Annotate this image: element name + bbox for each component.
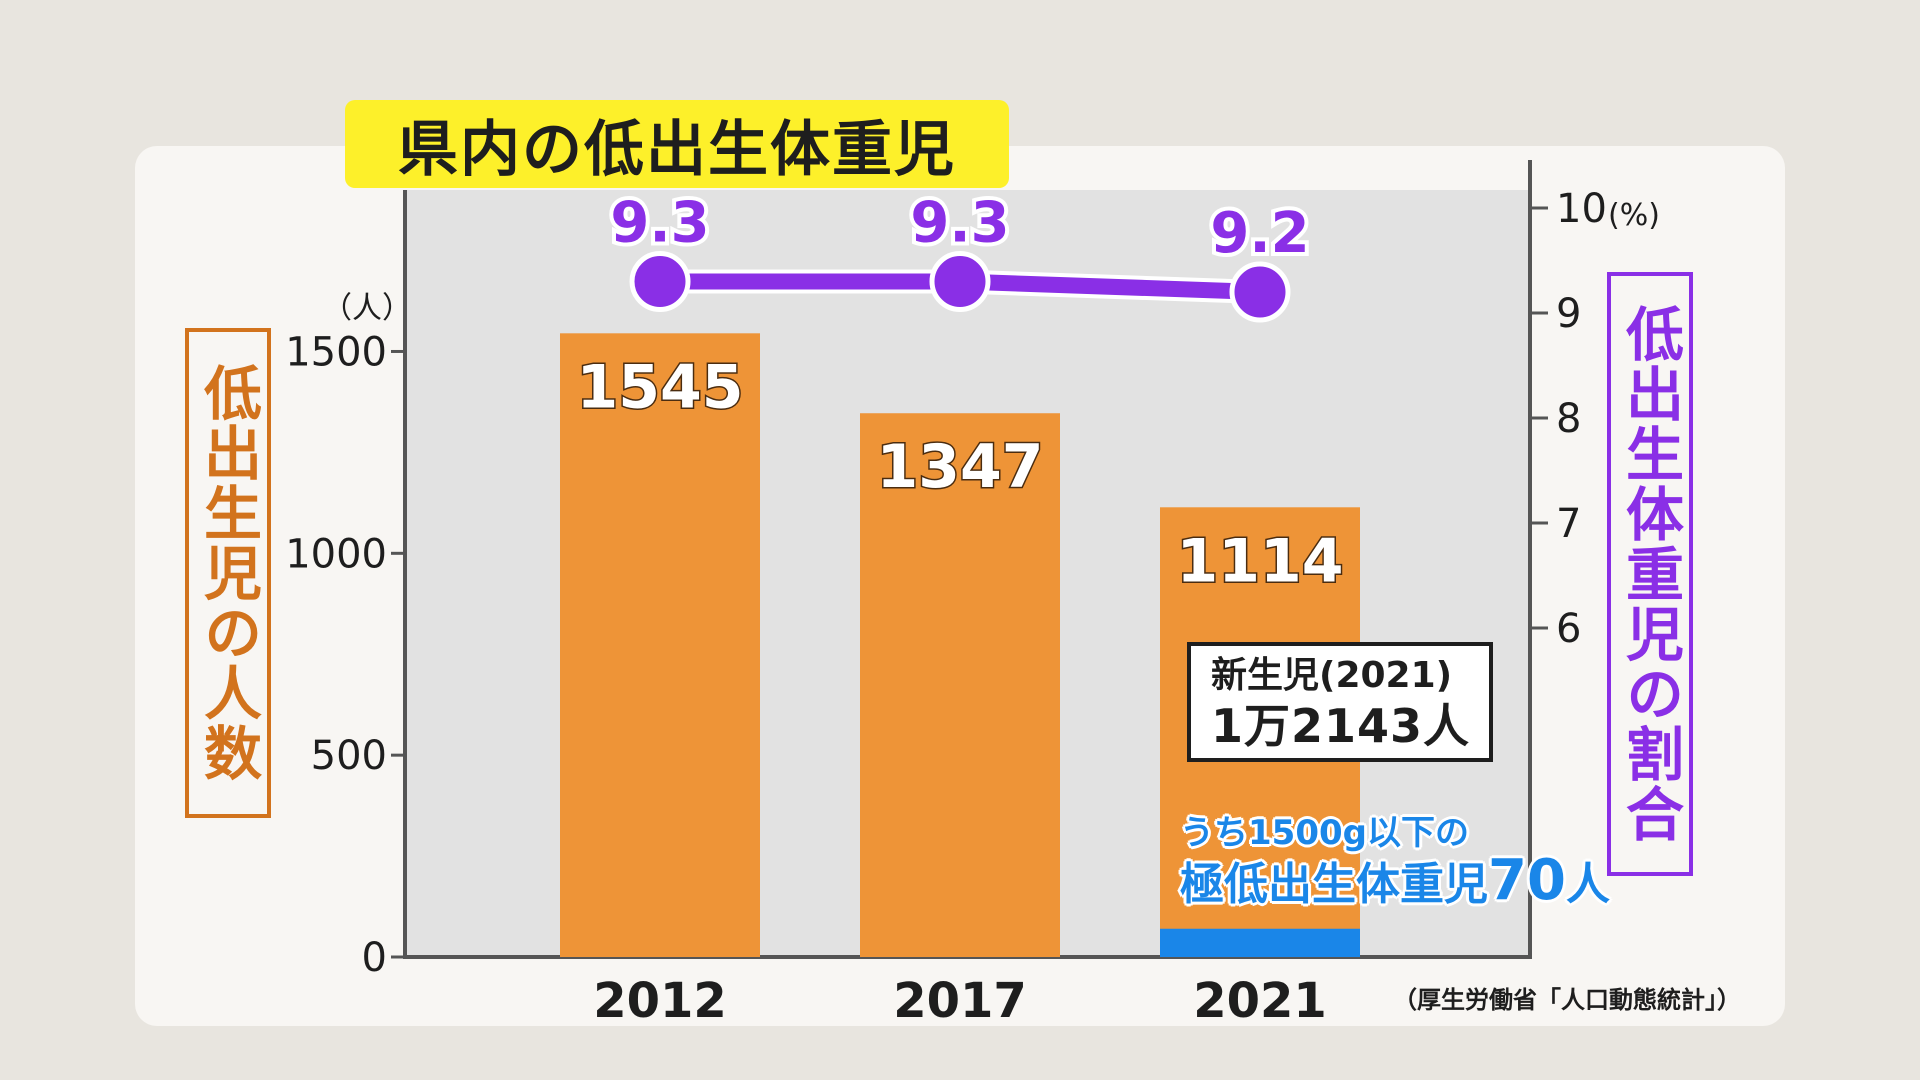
line-data-label: 9.3 bbox=[610, 191, 709, 256]
line-point bbox=[1229, 261, 1291, 323]
right-axis-label: 低出生体重児の割合 bbox=[1607, 272, 1693, 876]
line-data-label: 9.3 bbox=[910, 191, 1009, 256]
left-tick-label: 500 bbox=[311, 733, 387, 779]
vlbw-line1: うち1500g以下の bbox=[1180, 813, 1469, 853]
x-tick-label: 2012 bbox=[593, 973, 727, 1029]
left-axis-unit: （人） bbox=[322, 291, 412, 326]
bar-data-label: 1545 bbox=[577, 352, 744, 422]
newborn-count-box: 新生児(2021) 1万2143人 bbox=[1187, 642, 1493, 762]
bar bbox=[860, 413, 1060, 957]
vlbw-unit: 人 bbox=[1565, 859, 1610, 910]
vlbw-label: 極低出生体重児 bbox=[1180, 859, 1488, 910]
right-tick-label: 7 bbox=[1556, 501, 1581, 547]
left-tick-label: 1000 bbox=[285, 531, 387, 577]
line-point bbox=[929, 251, 991, 312]
right-tick-label: 9 bbox=[1556, 291, 1581, 337]
right-tick-label: 10 bbox=[1556, 186, 1607, 232]
right-tick-label: 8 bbox=[1556, 396, 1581, 442]
x-tick-label: 2017 bbox=[893, 973, 1027, 1029]
vlbw-annotation: うち1500g以下の 極低出生体重児70人 bbox=[1180, 813, 1610, 913]
newborn-box-line1: 新生児(2021) bbox=[1211, 655, 1453, 696]
source-note: （厚生労働省「人口動態統計」） bbox=[1393, 986, 1741, 1014]
vlbw-number: 70 bbox=[1488, 848, 1566, 913]
right-axis-unit: (%) bbox=[1608, 198, 1660, 233]
left-tick-label: 1500 bbox=[285, 329, 387, 375]
newborn-box-line2: 1万2143人 bbox=[1211, 699, 1471, 753]
left-axis-label: 低出生児の人数 bbox=[185, 328, 271, 818]
x-tick-label: 2021 bbox=[1193, 973, 1327, 1029]
bar-segment-vlbw bbox=[1160, 928, 1360, 957]
bar bbox=[560, 333, 760, 958]
bar-data-label: 1114 bbox=[1177, 526, 1344, 596]
line-point bbox=[629, 251, 691, 312]
right-tick-label: 6 bbox=[1556, 606, 1581, 652]
bar-data-label: 1347 bbox=[877, 432, 1044, 502]
left-tick-label: 0 bbox=[362, 935, 387, 981]
vlbw-line2: 極低出生体重児70人 bbox=[1180, 853, 1610, 913]
chart-title: 県内の低出生体重児 bbox=[345, 100, 1009, 188]
line-data-label: 9.2 bbox=[1210, 201, 1309, 266]
